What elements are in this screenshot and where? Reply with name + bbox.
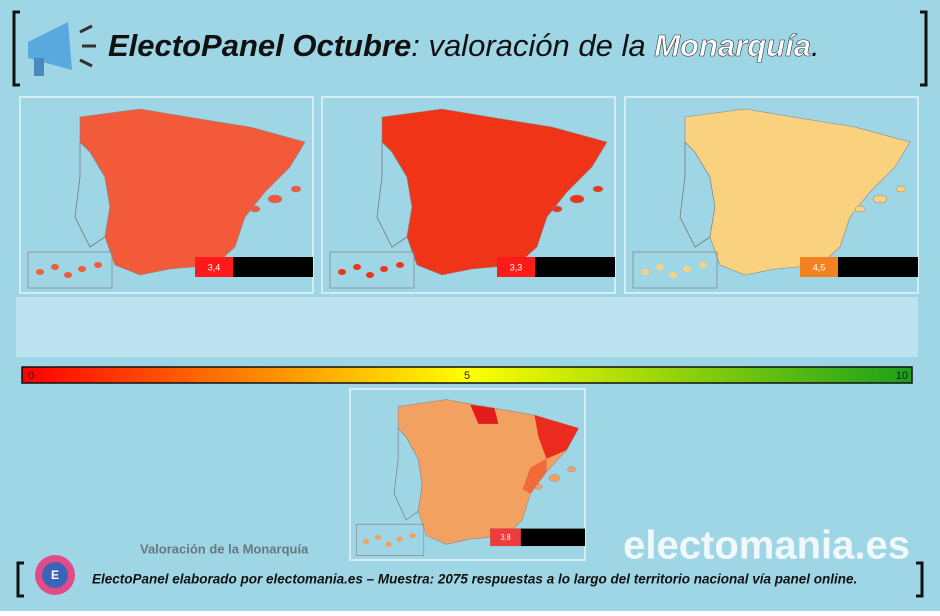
canary-island [366, 272, 374, 278]
canary-island [669, 272, 677, 278]
canary-island [699, 262, 707, 268]
value-box [490, 528, 521, 547]
logo: E [35, 555, 75, 595]
value-label: 4,5 [813, 262, 826, 272]
canary-island [64, 272, 72, 278]
map: 3,4 [19, 96, 314, 294]
balearic-island [592, 185, 604, 193]
footer-bracket [16, 561, 924, 598]
balearic-island [567, 466, 576, 473]
canary-inset [356, 523, 425, 556]
value-label: 3,8 [501, 533, 511, 542]
canary-inset [27, 251, 113, 289]
canary-island [396, 262, 404, 268]
value-box [497, 257, 535, 277]
color-scale [21, 366, 913, 384]
megaphone-icon [28, 22, 96, 76]
canary-inset [329, 251, 415, 289]
canary-island [641, 269, 649, 275]
value-box [800, 257, 838, 277]
canary-island [385, 541, 392, 547]
balearic-island [854, 205, 866, 213]
map: 3,8 [349, 388, 586, 561]
region-highlight [522, 458, 547, 494]
canary-island [683, 266, 691, 272]
title: ElectoPanel Octubre: valoración de la Mo… [108, 28, 820, 63]
canary-island [94, 262, 102, 268]
region-highlight [534, 415, 579, 459]
balearic-island [249, 205, 261, 213]
footer: ElectoPanel elaborado por electomania.es… [92, 572, 857, 587]
map-frame [19, 96, 314, 294]
canary-inset [632, 251, 718, 289]
label-band [16, 297, 918, 357]
title-mid: : valoración de la [411, 28, 654, 63]
canary-island [78, 266, 86, 272]
title-bold: ElectoPanel Octubre [108, 28, 411, 63]
balearic-island [548, 474, 561, 482]
balearic-island [569, 194, 585, 204]
canary-island [396, 536, 403, 542]
canary-island [656, 264, 664, 270]
balearic-island [551, 205, 563, 213]
map-frame [624, 96, 919, 294]
balearic-island [895, 185, 907, 193]
balearic-island [290, 185, 302, 193]
map-shape: 3,8 [356, 399, 585, 556]
value-box [195, 257, 233, 277]
canary-island [353, 264, 361, 270]
balearic-island [872, 194, 888, 204]
total-map-panel: 3,8 [349, 388, 586, 561]
map: 3,3 [321, 96, 616, 294]
svg-text:E: E [51, 568, 59, 582]
value-label: 3,3 [510, 262, 523, 272]
title-highlight: Monarquía [654, 28, 811, 63]
title-end: . [811, 28, 820, 63]
scale-max: 10 [896, 370, 908, 382]
canary-island [374, 534, 382, 540]
canary-island [36, 269, 44, 275]
scale-mid: 5 [464, 370, 470, 382]
map-frame [321, 96, 616, 294]
map-shape: 4,5 [632, 108, 918, 289]
canary-island [338, 269, 346, 275]
canary-island [409, 532, 416, 539]
region-highlight [470, 404, 499, 424]
title-bracket [12, 10, 928, 87]
canary-island [380, 266, 388, 272]
canary-island [51, 264, 59, 270]
balearic-island [267, 194, 283, 204]
map: 4,5 [624, 96, 919, 294]
map-shape: 3,3 [329, 108, 615, 289]
scale-min: 0 [28, 370, 34, 382]
map-frame [349, 388, 586, 561]
value-label: 3,4 [208, 262, 221, 272]
map-shape: 3,4 [27, 108, 313, 289]
caption: Valoración de la Monarquía [140, 541, 309, 556]
canary-island [362, 539, 370, 545]
watermark: electomania.es [623, 524, 910, 568]
